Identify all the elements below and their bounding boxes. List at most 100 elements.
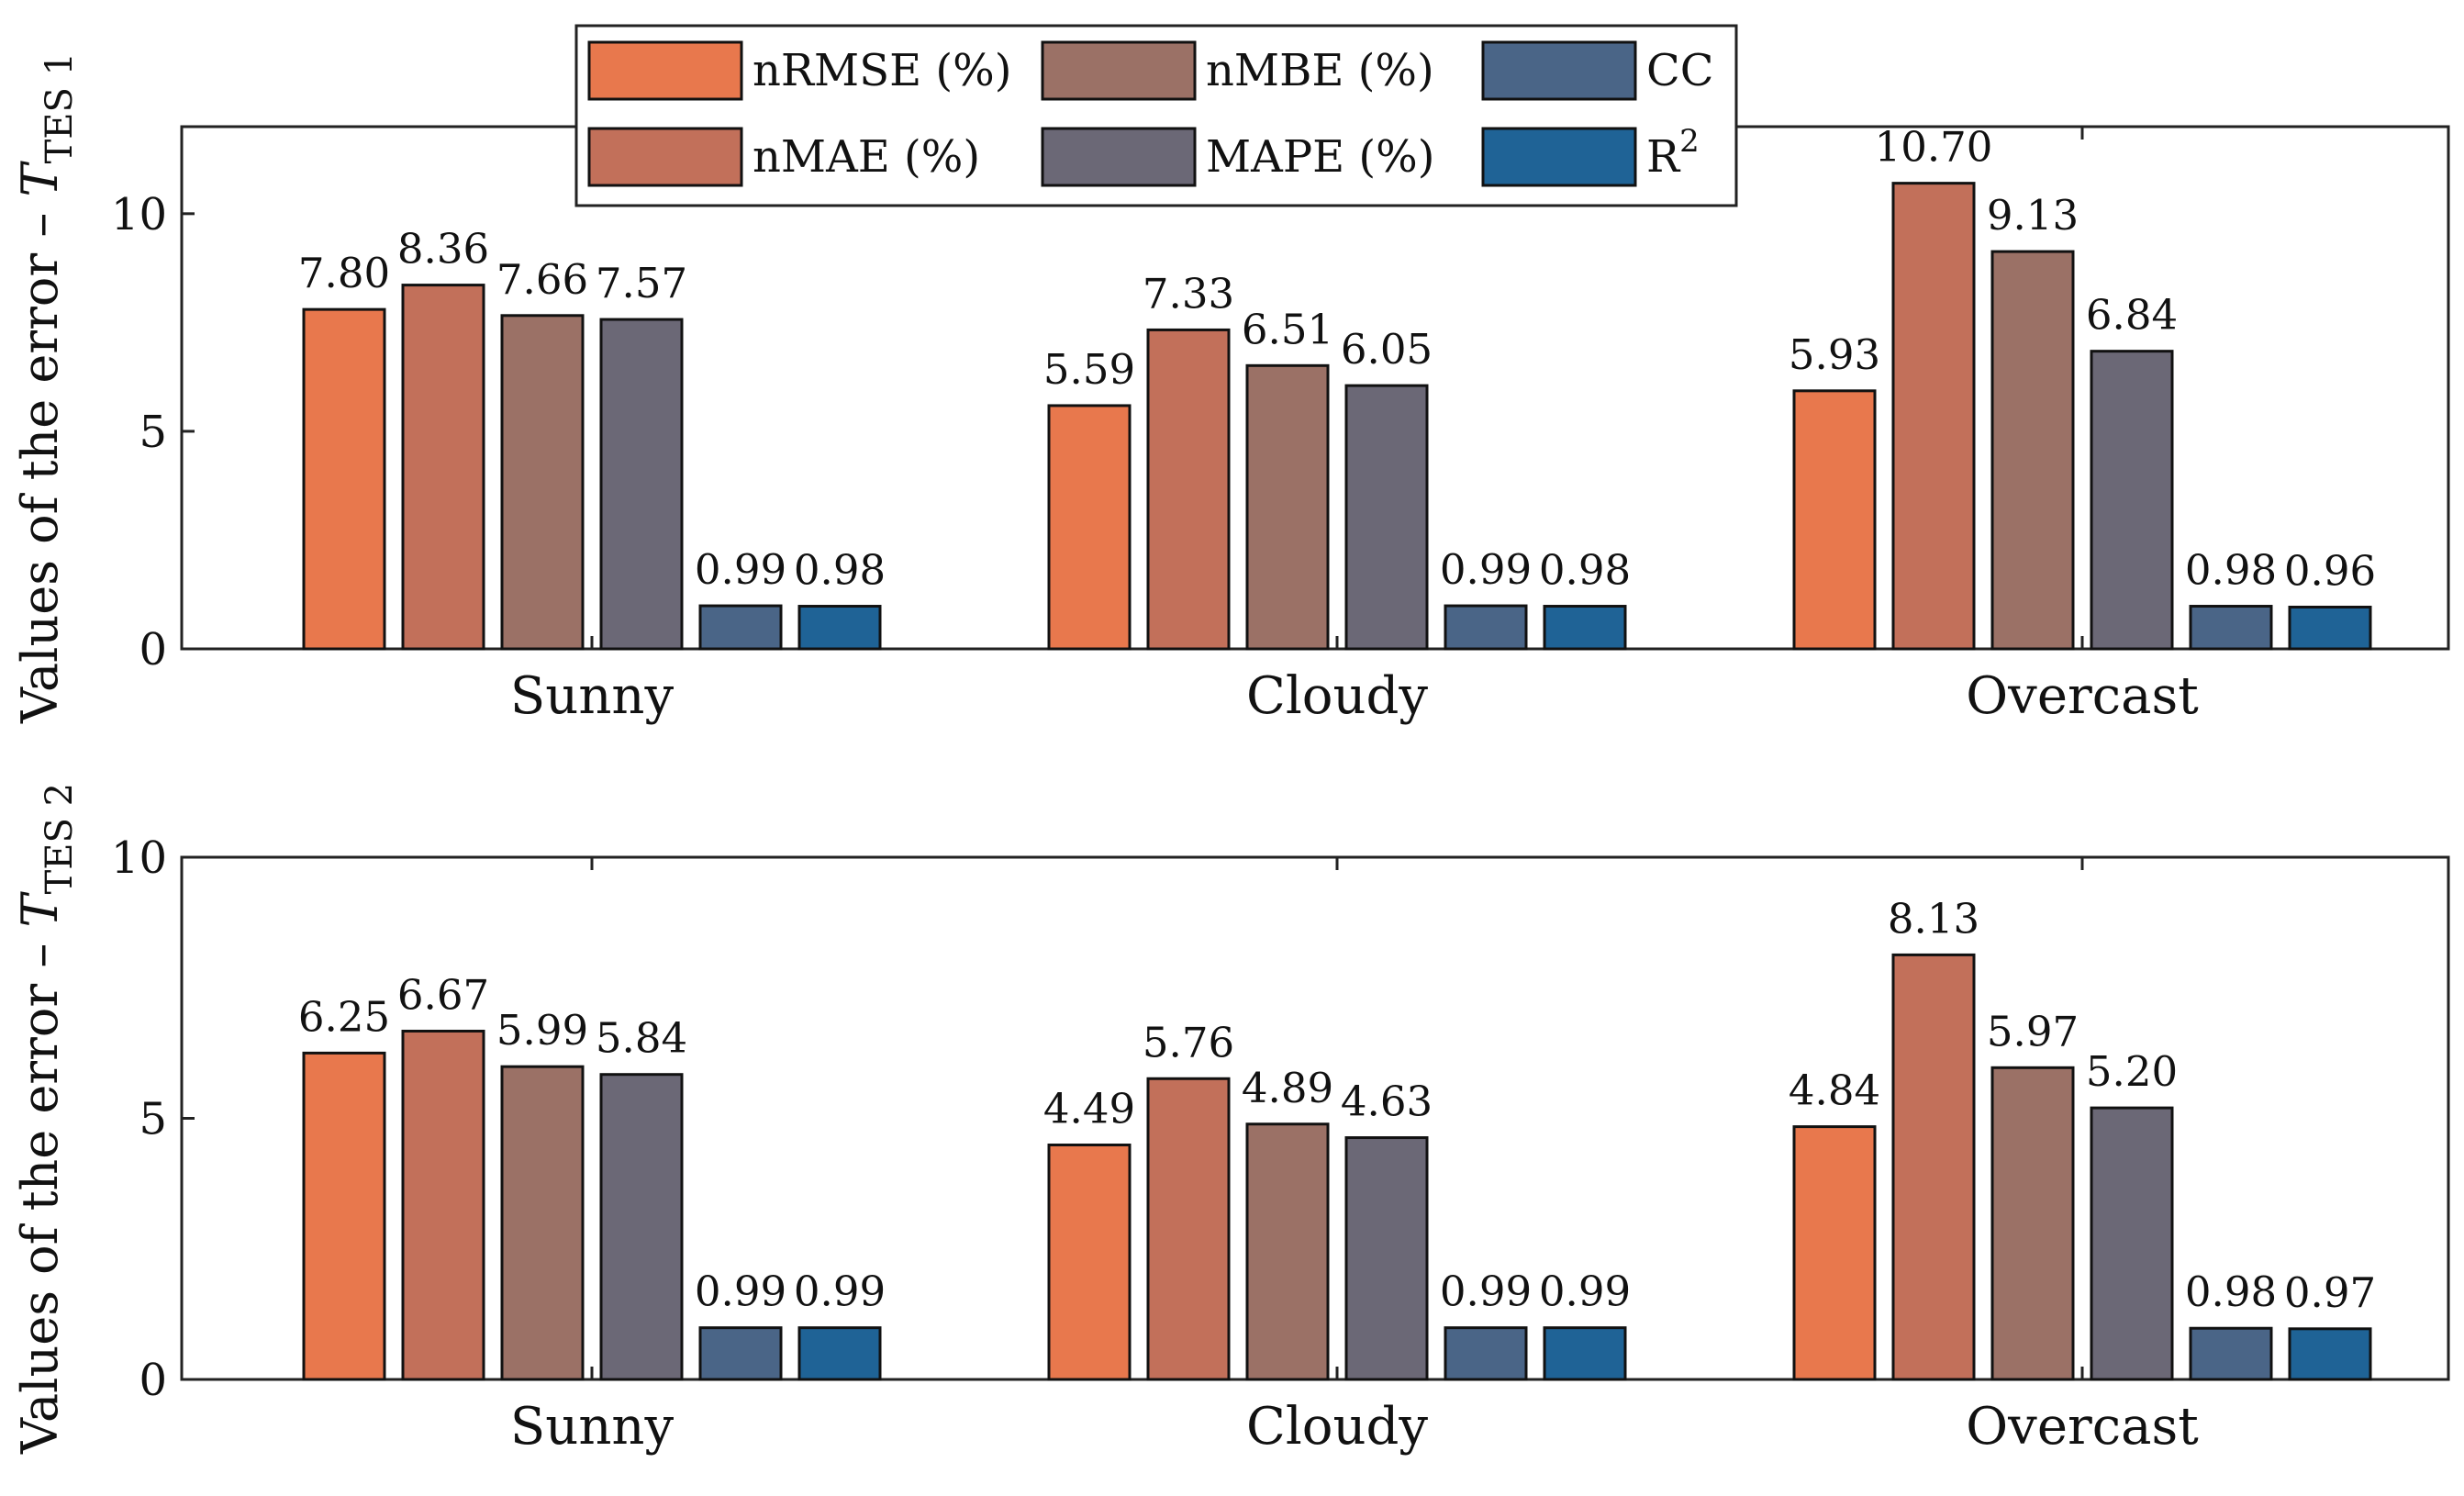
y-tick-label: 0 bbox=[139, 1355, 167, 1406]
data-label: 0.99 bbox=[794, 1267, 886, 1316]
data-label: 5.99 bbox=[496, 1006, 588, 1055]
y-axis-label: Values of the error – TTES 1 bbox=[11, 52, 81, 724]
bar bbox=[1543, 1326, 1627, 1381]
data-label: 0.99 bbox=[1440, 1267, 1532, 1316]
y-tick-label: 5 bbox=[139, 1094, 167, 1145]
legend-swatch bbox=[1481, 127, 1637, 187]
y-tick-label: 10 bbox=[111, 189, 167, 240]
data-label: 6.05 bbox=[1341, 325, 1433, 374]
x-tick-label: Cloudy bbox=[1246, 666, 1428, 726]
data-label: 0.99 bbox=[1440, 545, 1532, 594]
bar bbox=[1146, 328, 1231, 651]
bar bbox=[2090, 1106, 2174, 1381]
bar bbox=[698, 604, 783, 651]
bar bbox=[1891, 182, 1976, 651]
y-axis-label: Values of the error – TTES 2 bbox=[11, 783, 81, 1455]
data-label: 4.84 bbox=[1789, 1066, 1880, 1115]
y-tick-label: 10 bbox=[111, 832, 167, 884]
data-label: 9.13 bbox=[1987, 191, 2079, 240]
bar bbox=[1990, 250, 2075, 651]
data-label: 5.84 bbox=[596, 1014, 687, 1063]
data-label: 4.63 bbox=[1341, 1077, 1433, 1126]
bar bbox=[1146, 1077, 1231, 1381]
bar bbox=[698, 1326, 783, 1381]
bar bbox=[1245, 363, 1330, 651]
x-tick-label: Cloudy bbox=[1246, 1397, 1428, 1457]
bar bbox=[401, 1029, 485, 1381]
bar bbox=[599, 1073, 684, 1381]
bar bbox=[302, 307, 386, 651]
bar bbox=[500, 314, 585, 651]
bar bbox=[797, 605, 882, 651]
data-label: 6.51 bbox=[1242, 305, 1333, 353]
legend-label: CC bbox=[1646, 45, 1713, 96]
legend-label: MAPE (%) bbox=[1206, 131, 1434, 183]
y-tick-label: 0 bbox=[139, 624, 167, 675]
data-label: 4.89 bbox=[1242, 1064, 1333, 1112]
legend: nRMSE (%) nMBE (%) CC nMAE (%) MAPE (%) R2 bbox=[574, 24, 1738, 207]
bar bbox=[599, 318, 684, 651]
data-label: 8.13 bbox=[1888, 894, 1979, 943]
bar bbox=[1444, 604, 1528, 651]
data-label: 0.98 bbox=[2185, 1267, 2277, 1316]
legend-swatch bbox=[1041, 40, 1197, 101]
legend-label: nRMSE (%) bbox=[753, 45, 1011, 96]
data-label: 0.99 bbox=[1539, 1267, 1631, 1316]
y-tick-label: 5 bbox=[139, 407, 167, 458]
bar bbox=[1444, 1326, 1528, 1381]
bar bbox=[1990, 1066, 2075, 1381]
data-label: 0.98 bbox=[1539, 546, 1631, 595]
bar bbox=[2189, 1326, 2273, 1381]
data-label: 7.80 bbox=[298, 249, 390, 297]
bar bbox=[1543, 605, 1627, 651]
data-label: 4.49 bbox=[1043, 1085, 1135, 1133]
panel-2: 0 5 10 6.25 4.49 4.84 6.67 5.76 8.13 5.99 4.89 5.97… bbox=[11, 783, 2450, 1457]
data-label: 8.36 bbox=[397, 225, 489, 274]
legend-swatch bbox=[1041, 127, 1197, 187]
bar bbox=[1792, 389, 1877, 651]
data-label: 7.57 bbox=[596, 259, 687, 307]
data-label: 7.33 bbox=[1143, 269, 1234, 318]
bar bbox=[302, 1051, 386, 1381]
bar bbox=[500, 1065, 585, 1381]
bar bbox=[401, 284, 485, 651]
data-label: 6.67 bbox=[397, 970, 489, 1019]
bar bbox=[2189, 605, 2273, 651]
bar bbox=[797, 1326, 882, 1381]
bar bbox=[2288, 1327, 2372, 1381]
panel-1: 0 5 10 7.80 5.59 5.93 8.36 7.33 10.70 7.66 6.51 9.1… bbox=[11, 52, 2450, 726]
data-label: 5.20 bbox=[2086, 1047, 2178, 1096]
bar bbox=[1344, 1136, 1429, 1381]
bar bbox=[1891, 953, 1976, 1381]
legend-swatch bbox=[587, 127, 743, 187]
data-label: 6.25 bbox=[298, 992, 390, 1041]
legend-label: R2 bbox=[1646, 123, 1700, 183]
data-label: 5.59 bbox=[1043, 345, 1135, 394]
bar bbox=[1047, 1144, 1132, 1381]
legend-label: nMBE (%) bbox=[1206, 45, 1434, 96]
bar bbox=[2288, 605, 2372, 651]
data-label: 5.93 bbox=[1789, 330, 1880, 379]
x-tick-label: Overcast bbox=[1966, 666, 2199, 726]
data-label: 0.97 bbox=[2284, 1268, 2376, 1317]
data-label: 5.97 bbox=[1987, 1007, 2079, 1055]
x-tick-label: Overcast bbox=[1966, 1397, 2199, 1457]
bar bbox=[1245, 1122, 1330, 1381]
data-label: 0.96 bbox=[2284, 546, 2376, 595]
x-tick-label: Sunny bbox=[510, 666, 675, 726]
legend-label: nMAE (%) bbox=[753, 131, 980, 183]
data-label: 0.99 bbox=[695, 545, 786, 594]
data-label: 10.70 bbox=[1875, 123, 1993, 172]
legend-swatch bbox=[1481, 40, 1637, 101]
data-label: 6.84 bbox=[2086, 291, 2178, 340]
x-tick-label: Sunny bbox=[510, 1397, 675, 1457]
legend-swatch bbox=[587, 40, 743, 101]
data-label: 0.99 bbox=[695, 1267, 786, 1316]
data-label: 0.98 bbox=[2185, 546, 2277, 595]
bar bbox=[1792, 1125, 1877, 1381]
data-label: 0.98 bbox=[794, 546, 886, 595]
bar bbox=[2090, 350, 2174, 651]
data-label: 7.66 bbox=[496, 255, 588, 304]
bar bbox=[1047, 404, 1132, 651]
